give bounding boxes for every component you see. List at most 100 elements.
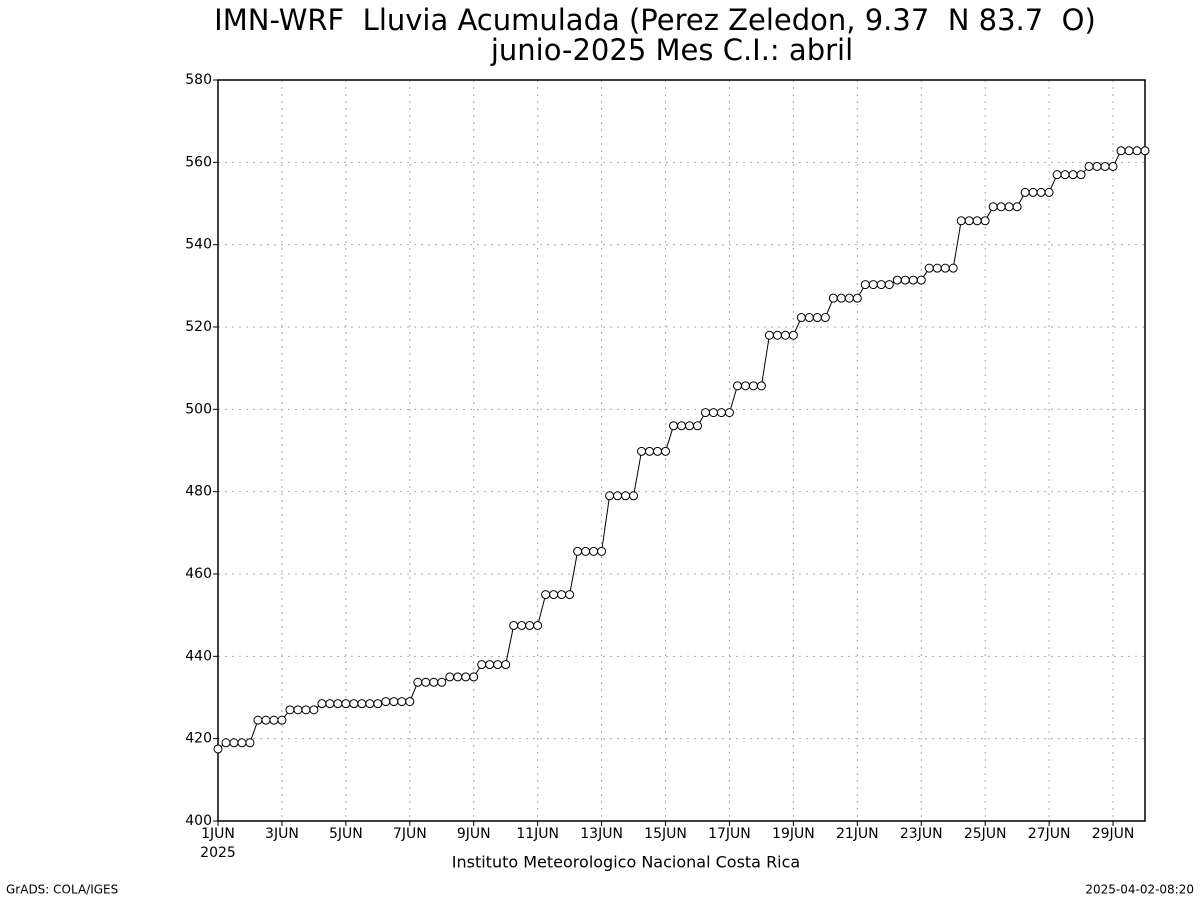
marker <box>493 660 503 670</box>
timestamp: 2025-04-02-08:20 <box>1085 883 1194 897</box>
marker <box>605 491 615 501</box>
marker <box>828 293 838 303</box>
footer: Instituto Meteorologico Nacional Costa R… <box>452 853 800 872</box>
marker <box>1004 202 1014 212</box>
marker <box>684 421 694 431</box>
marker <box>597 546 607 556</box>
marker <box>461 672 471 682</box>
marker <box>900 275 910 285</box>
marker <box>285 705 295 715</box>
marker <box>341 699 351 709</box>
chart-subtitle: junio-2025 Mes C.I.: abril <box>490 33 853 67</box>
marker <box>1044 187 1054 197</box>
marker <box>1140 146 1150 156</box>
marker <box>940 263 950 273</box>
marker <box>924 263 934 273</box>
marker <box>477 660 487 670</box>
marker <box>716 408 726 418</box>
marker <box>796 313 806 323</box>
marker <box>637 446 647 456</box>
marker <box>884 280 894 290</box>
y-tick-label: 580 <box>185 72 212 88</box>
marker <box>820 313 830 323</box>
marker <box>421 677 431 687</box>
marker <box>301 705 311 715</box>
marker <box>349 699 359 709</box>
marker <box>1060 170 1070 180</box>
marker <box>613 491 623 501</box>
marker <box>533 620 543 630</box>
marker <box>277 715 287 725</box>
marker <box>629 491 639 501</box>
marker <box>844 293 854 303</box>
marker <box>581 546 591 556</box>
x-tick-label: 23JUN <box>900 826 943 842</box>
marker <box>261 715 271 725</box>
marker <box>1100 161 1110 171</box>
y-tick-label: 520 <box>185 319 212 335</box>
marker <box>557 590 567 600</box>
y-tick-label: 560 <box>185 154 212 170</box>
marker <box>916 275 926 285</box>
marker <box>876 280 886 290</box>
marker <box>1052 170 1062 180</box>
marker <box>541 590 551 600</box>
marker <box>740 381 750 391</box>
x-tick-label: 27JUN <box>1028 826 1071 842</box>
marker <box>381 697 391 707</box>
marker <box>429 677 439 687</box>
marker <box>357 699 367 709</box>
x-tick-label: 15JUN <box>644 826 687 842</box>
marker <box>245 738 255 748</box>
marker <box>972 216 982 226</box>
marker <box>333 699 343 709</box>
marker <box>669 421 679 431</box>
marker <box>405 697 415 707</box>
x-tick-label: 25JUN <box>964 826 1007 842</box>
marker <box>836 293 846 303</box>
marker <box>525 620 535 630</box>
marker <box>445 672 455 682</box>
chart-title: IMN-WRF Lluvia Acumulada (Perez Zeledon,… <box>214 3 1096 37</box>
marker <box>956 216 966 226</box>
marker <box>748 381 758 391</box>
y-tick-label: 460 <box>185 566 212 582</box>
marker <box>724 408 734 418</box>
marker <box>565 590 575 600</box>
marker <box>373 699 383 709</box>
marker <box>860 280 870 290</box>
marker <box>469 672 479 682</box>
marker <box>1020 187 1030 197</box>
marker <box>645 446 655 456</box>
marker <box>317 699 327 709</box>
x-tick-label: 21JUN <box>836 826 879 842</box>
marker <box>988 202 998 212</box>
x-tick-label: 17JUN <box>708 826 751 842</box>
marker <box>804 313 814 323</box>
marker <box>708 408 718 418</box>
x-tick-label: 13JUN <box>580 826 623 842</box>
marker <box>980 216 990 226</box>
marker <box>413 677 423 687</box>
marker <box>293 705 303 715</box>
x-tick-label: 29JUN <box>1092 826 1135 842</box>
plot-frame <box>217 79 1146 822</box>
marker <box>788 330 798 340</box>
marker <box>213 744 223 754</box>
line <box>217 150 1145 750</box>
marker <box>1084 161 1094 171</box>
marker <box>1132 146 1142 156</box>
marker <box>661 446 671 456</box>
marker <box>517 620 527 630</box>
marker <box>1012 202 1022 212</box>
marker <box>852 293 862 303</box>
marker <box>692 421 702 431</box>
x-tick-label: 1JUN <box>201 826 235 842</box>
x-tick-label: 5JUN <box>329 826 363 842</box>
marker <box>677 421 686 431</box>
marker <box>732 381 742 391</box>
marker <box>1116 146 1126 156</box>
marker <box>868 280 878 290</box>
marker <box>1068 170 1078 180</box>
